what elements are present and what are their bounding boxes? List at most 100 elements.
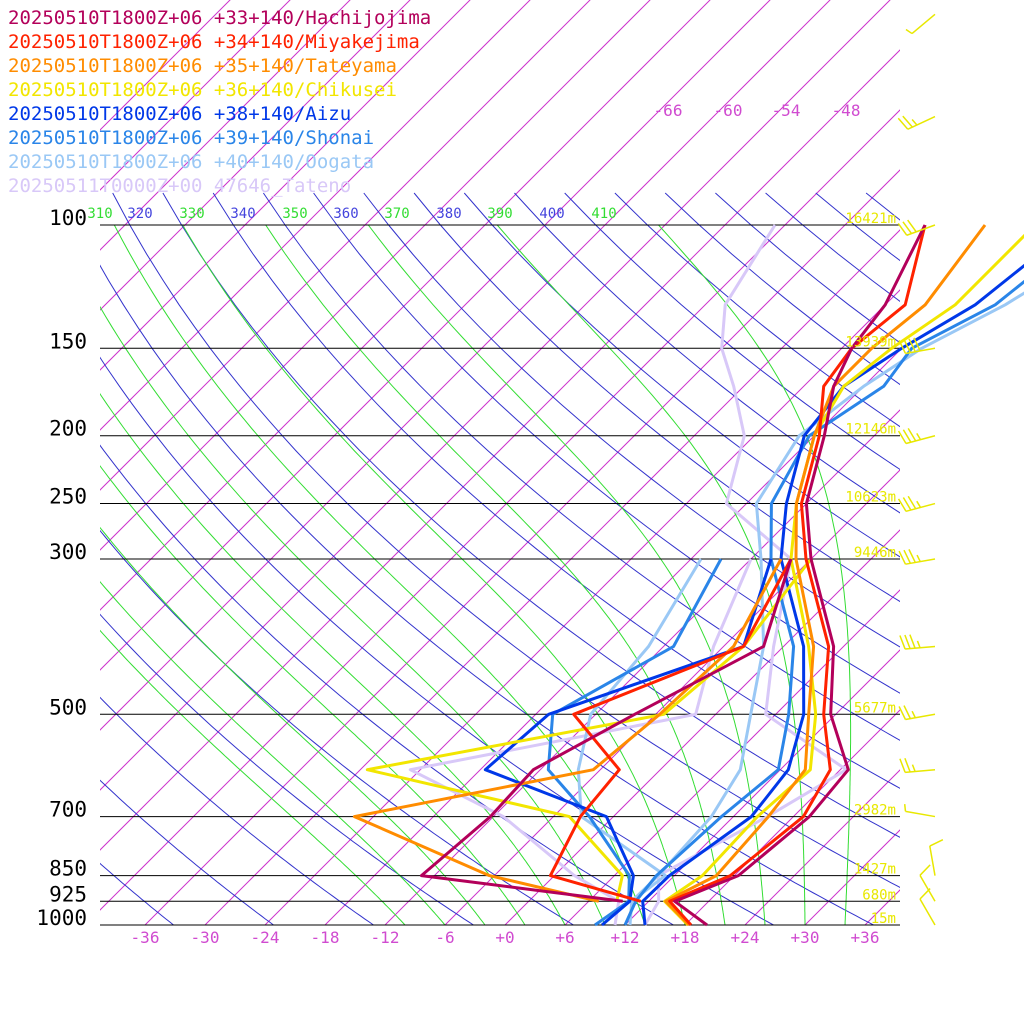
theta-label: 340 <box>230 206 255 222</box>
wind-barb <box>919 888 936 926</box>
background-grid <box>0 0 1024 940</box>
height-label: 2982m <box>854 803 896 819</box>
theta-label: 370 <box>384 206 409 222</box>
dry-adiabat-line <box>865 192 900 221</box>
pressure-label: 1000 <box>36 906 87 930</box>
wind-barb <box>899 634 936 650</box>
pressure-label: 150 <box>49 329 87 353</box>
dry-adiabat-line <box>100 613 475 925</box>
legend-entry: 20250510T1800Z+06 +40+140/Oogata <box>8 151 374 173</box>
legend-entry: 20250510T1800Z+06 +38+140/Aizu <box>8 103 351 125</box>
height-label: 16421m <box>845 211 896 227</box>
wind-barb <box>897 495 936 513</box>
height-label: 13939m <box>845 334 896 350</box>
legend-entry: 20250510T1800Z+06 +36+140/Chikusei <box>8 79 397 101</box>
height-label: 680m <box>862 887 896 903</box>
legend-entry: 20250511T0000Z+00 47646_Tateno <box>8 175 351 197</box>
temperature-line <box>641 263 1024 926</box>
x-tick-label: -24 <box>251 928 280 947</box>
x-tick-label: -6 <box>435 928 454 947</box>
dewpoint-line <box>419 558 793 903</box>
isotherm-line <box>624 649 900 925</box>
pressure-label: 700 <box>49 798 87 822</box>
dry-adiabat-line <box>313 192 900 694</box>
dewpoint-line <box>408 558 753 926</box>
isotherm-line <box>100 0 351 251</box>
wind-barb <box>897 219 936 236</box>
temperature-line <box>668 224 927 927</box>
pressure-label: 200 <box>49 417 87 441</box>
theta-label: 330 <box>179 206 204 222</box>
theta-label: 400 <box>539 206 564 222</box>
temperature-line <box>663 233 1024 927</box>
wind-barb <box>897 115 936 130</box>
isotherm-line <box>100 0 471 371</box>
x-tick-label: +36 <box>851 928 880 947</box>
x-tick-label: +0 <box>495 928 514 947</box>
pressure-label: 500 <box>49 695 87 719</box>
upper-isotherm-label: -48 <box>832 101 861 120</box>
dewpoint-line <box>548 558 793 903</box>
wind-barb <box>929 839 944 876</box>
dewpoint-line <box>546 558 723 927</box>
height-label: 1427m <box>854 862 896 878</box>
isotherm-line <box>925 0 1024 925</box>
dry-adiabat-line <box>100 529 575 925</box>
x-tick-label: +24 <box>731 928 760 947</box>
pressure-label: 300 <box>49 540 87 564</box>
height-label: 10623m <box>845 490 896 506</box>
temperature-line <box>664 224 987 927</box>
x-tick-label: -12 <box>371 928 400 947</box>
isotherm-line <box>100 0 531 431</box>
wind-barb <box>903 804 936 818</box>
axes-labels: 100 16421m 150 13939m 200 12146m 250 10623m 300 9… <box>36 101 896 947</box>
upper-isotherm-label: -66 <box>654 101 683 120</box>
theta-label: 310 <box>87 206 112 222</box>
series-group <box>352 224 1024 927</box>
wind-barb <box>898 337 936 355</box>
theta-label: 390 <box>487 206 512 222</box>
dry-adiabat-line <box>0 193 91 940</box>
theta-label: 350 <box>282 206 307 222</box>
temperature-line <box>628 291 1024 926</box>
dry-adiabat-line <box>614 192 900 428</box>
dry-adiabat-line <box>100 696 375 925</box>
isotherm-line <box>985 0 1024 925</box>
isotherm-line <box>100 0 231 131</box>
dry-adiabat-line <box>100 862 175 925</box>
wind-barb <box>905 13 936 35</box>
pressure-label: 100 <box>49 206 87 230</box>
temperature-line <box>623 279 1024 926</box>
temperature-line <box>673 224 927 927</box>
isotherm-line <box>684 709 900 925</box>
sounding-lines <box>352 224 1024 927</box>
wind-barb <box>919 864 936 902</box>
dry-adiabat-line <box>413 192 900 603</box>
isotherm-line <box>264 289 900 925</box>
legend-entry: 20250510T1800Z+06 +35+140/Tateyama <box>8 55 397 77</box>
dry-adiabat-line <box>162 192 900 838</box>
dewpoint-line <box>576 558 703 903</box>
wind-barb <box>899 758 936 774</box>
isotherm-line <box>444 469 900 925</box>
isotherm-line <box>504 529 900 925</box>
x-tick-label: -30 <box>191 928 220 947</box>
x-tick-label: +18 <box>671 928 700 947</box>
pressure-label: 250 <box>49 485 87 509</box>
theta-label: 320 <box>127 206 152 222</box>
upper-isotherm-label: -60 <box>714 101 743 120</box>
x-tick-label: +12 <box>611 928 640 947</box>
isotherm-line <box>804 829 900 925</box>
legend-entry: 20250510T1800Z+06 +33+140/Hachijojima <box>8 7 431 29</box>
legend-entry: 20250510T1800Z+06 +39+140/Shonai <box>8 127 374 149</box>
height-label: 12146m <box>845 422 896 438</box>
x-tick-label: -36 <box>131 928 160 947</box>
x-tick-label: -18 <box>311 928 340 947</box>
pressure-label: 850 <box>49 857 87 881</box>
dewpoint-line <box>352 558 783 903</box>
isotherm-line <box>324 349 900 925</box>
isotherm-line <box>564 589 900 925</box>
legend-entry: 20250510T1800Z+06 +34+140/Miyakejima <box>8 31 420 53</box>
pressure-label: 925 <box>49 882 87 906</box>
theta-label: 410 <box>591 206 616 222</box>
